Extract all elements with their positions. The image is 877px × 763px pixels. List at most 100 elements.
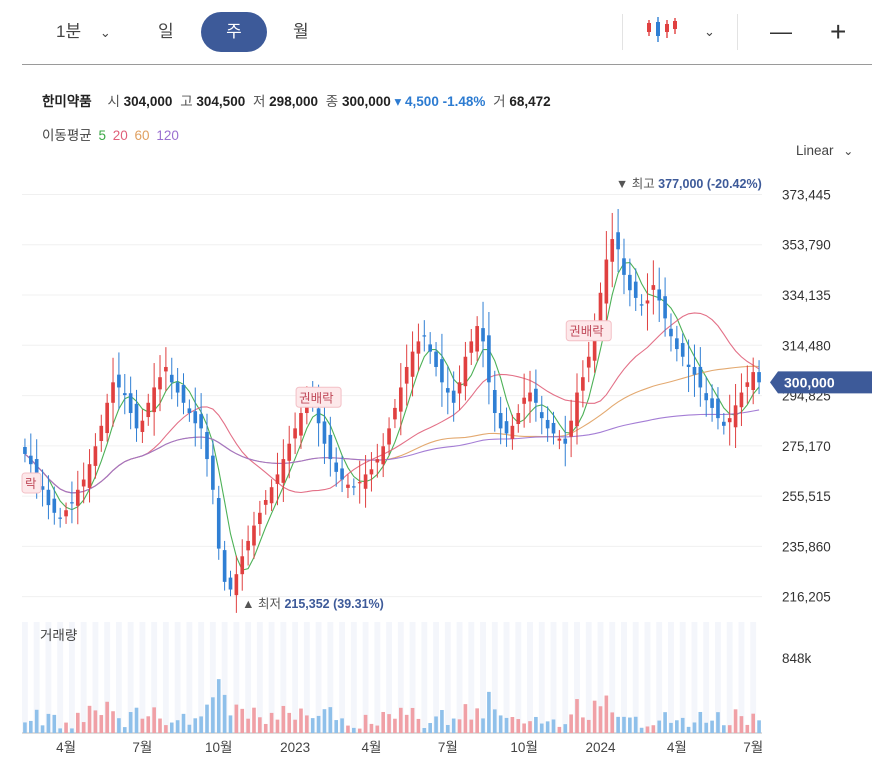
last-price-tag — [770, 371, 872, 394]
volume-bar — [269, 712, 274, 733]
candle-body — [628, 274, 632, 291]
candle-body — [487, 335, 491, 383]
volume-bg-stripe — [80, 622, 87, 733]
open-value: 304,000 — [123, 94, 173, 109]
candle-body — [639, 304, 644, 306]
volume-bar — [211, 697, 215, 733]
candle-body — [680, 343, 685, 357]
candle-body — [475, 326, 479, 352]
candle-body — [463, 356, 468, 387]
tab-month[interactable]: 월 — [293, 22, 309, 41]
volume-bar — [93, 710, 98, 733]
candle-body — [586, 356, 591, 368]
candle-body — [281, 459, 286, 483]
volume-bg-stripe — [609, 622, 616, 733]
volume-bar — [610, 712, 615, 733]
candle-body — [481, 328, 485, 342]
low-annotation-part: 215,352 — [284, 597, 333, 611]
quote-summary: 한미약품 시 304,000 고 304,500 저 298,000 종 300… — [42, 90, 551, 110]
candle-body — [346, 484, 350, 488]
volume-bg-stripe — [574, 622, 580, 733]
volume-bar — [70, 728, 74, 733]
chart-grid — [22, 193, 762, 598]
candle-body — [745, 382, 750, 387]
volume-bar — [357, 728, 362, 733]
candle-body — [252, 525, 256, 546]
chart-type-chevron-icon[interactable]: ⌄ — [704, 24, 715, 39]
candle-body — [52, 498, 57, 513]
volume-bg-stripe — [127, 622, 134, 733]
zoom-out-button[interactable]: — — [770, 19, 792, 44]
candle-body — [434, 351, 438, 367]
candle-body — [504, 421, 509, 434]
chart-type-selector[interactable] — [645, 14, 679, 54]
candle-body — [134, 403, 139, 429]
candle-body — [140, 420, 145, 432]
volume-bar — [181, 713, 186, 733]
volume-bar — [387, 714, 391, 733]
candle-body — [398, 387, 403, 412]
toolbar-divider-2 — [737, 14, 738, 50]
ma-20[interactable]: 20 — [112, 128, 128, 143]
candle-body — [610, 239, 615, 262]
volume-bg-stripe — [315, 622, 322, 733]
candle-body — [457, 382, 462, 394]
volume-value: 68,472 — [509, 94, 551, 109]
volume-bar — [539, 723, 544, 733]
volume-bg-stripe — [22, 622, 28, 733]
volume-bar — [457, 719, 462, 733]
ma-60[interactable]: 60 — [134, 128, 150, 143]
volume-bg-stripe — [750, 622, 757, 733]
volume-bar — [158, 718, 162, 733]
candle-body — [75, 489, 80, 506]
rights-badge — [565, 320, 612, 342]
zoom-in-button[interactable]: + — [830, 16, 847, 47]
volume-bg-stripe — [362, 622, 369, 733]
volume-bar — [228, 715, 233, 733]
ma-5[interactable]: 5 — [98, 128, 106, 143]
candle-body — [569, 420, 573, 437]
volume-bar — [281, 705, 286, 733]
tab-week[interactable]: 주 — [201, 12, 267, 52]
volume-bg-stripe — [198, 622, 205, 733]
volume-bar — [58, 728, 62, 733]
volume-bar — [175, 720, 180, 733]
volume-bg-stripe — [527, 622, 533, 733]
volume-bg-stripe — [339, 622, 346, 733]
candle-body — [557, 438, 562, 441]
volume-bg-stripe — [350, 622, 357, 733]
volume-bg-stripe — [621, 622, 627, 733]
volume-bar — [733, 709, 738, 733]
volume-bar — [352, 727, 356, 733]
volume-bar — [152, 707, 156, 733]
volume-bar — [451, 718, 456, 733]
candle-body — [58, 517, 62, 519]
open-label: 시 — [107, 94, 120, 109]
volume-bar — [398, 707, 403, 733]
volume-bar — [416, 718, 421, 733]
chevron-down-icon: ⌄ — [843, 144, 854, 158]
ma-120[interactable]: 120 — [156, 128, 179, 143]
x-tick-label-7: 2024 — [585, 740, 616, 755]
chart-toolbar: 1분 ⌄ 일 주 월 ⌄ — + — [0, 0, 877, 64]
volume-bar — [316, 715, 321, 733]
volume-bar — [698, 711, 703, 733]
candlestick-icon — [647, 17, 677, 42]
candle-body — [328, 434, 333, 460]
candle-body — [111, 382, 115, 403]
low-annotation-part: (39.31%) — [333, 597, 384, 611]
candle-body — [258, 512, 262, 525]
volume-bg-stripe — [644, 622, 651, 733]
volume-bar — [510, 717, 515, 733]
volume-bg-stripe — [92, 622, 99, 733]
interval-selector[interactable]: 1분 ⌄ — [56, 12, 111, 52]
tab-day[interactable]: 일 — [158, 22, 174, 41]
candle-body — [592, 326, 597, 361]
volume-bar — [305, 715, 309, 733]
ma-60-line — [24, 365, 760, 494]
rights-badge — [295, 386, 342, 408]
scale-mode-selector[interactable]: Linear ⌄ — [796, 143, 853, 158]
candle-body — [404, 366, 409, 384]
candle-body — [199, 414, 203, 429]
